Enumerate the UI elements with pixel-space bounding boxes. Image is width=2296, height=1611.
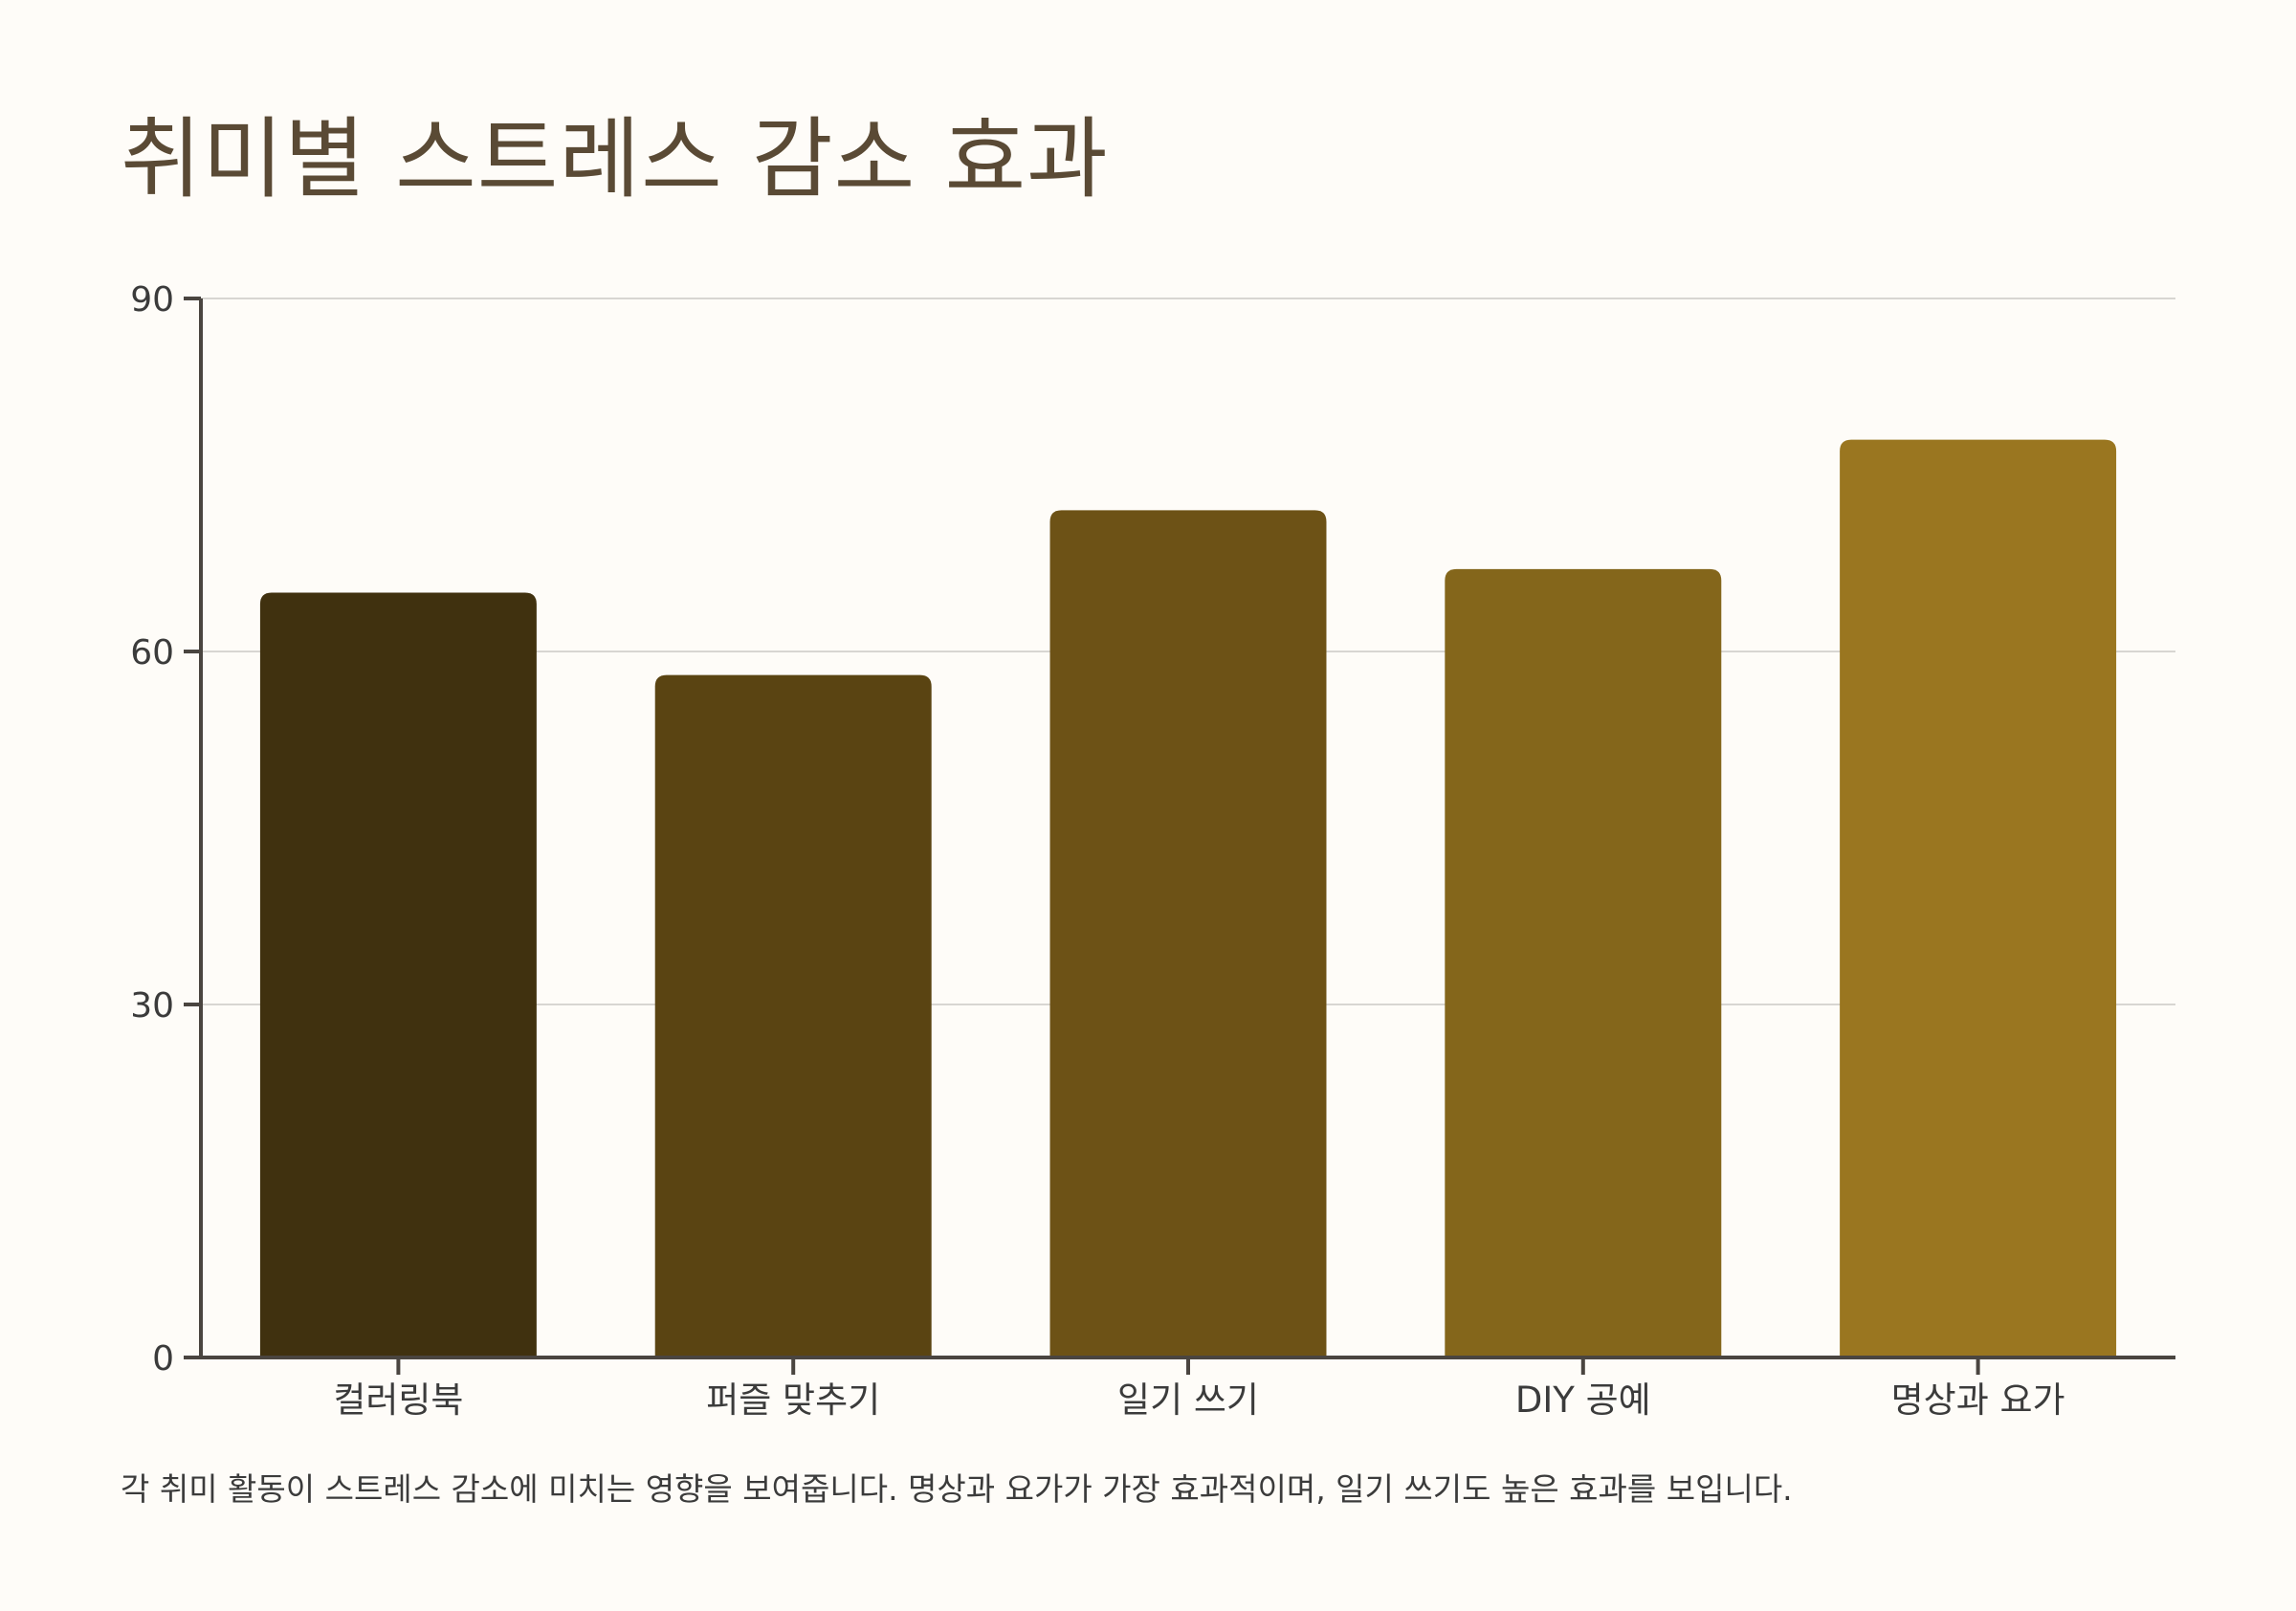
chart-title: 취미별 스트레스 감소 효과	[121, 108, 1109, 210]
bar-1[interactable]	[259, 592, 537, 1358]
labels: 0 30 60 90 컬러링북 퍼즐 맞추기 일기 쓰기 DIY 공예 명상과 요가	[130, 280, 2064, 1421]
bar-5[interactable]	[1840, 439, 2117, 1358]
x-tick-label: 명상과 요가	[1891, 1379, 2065, 1421]
x-tick-label: 컬러링북	[333, 1379, 463, 1421]
x-tick-label: 일기 쓰기	[1117, 1379, 1259, 1421]
axes	[184, 297, 2175, 1375]
bar-2[interactable]	[654, 674, 932, 1357]
x-tick-label: 퍼즐 맞추기	[706, 1379, 880, 1421]
y-tick-label: 30	[130, 986, 174, 1026]
y-tick-label: 90	[130, 280, 174, 320]
x-tick-label: DIY 공예	[1515, 1379, 1651, 1421]
bars	[259, 439, 2117, 1358]
chart-caption: 각 취미 활동이 스트레스 감소에 미치는 영향을 보여줍니다. 명상과 요가가…	[121, 1470, 1793, 1508]
bar-4[interactable]	[1445, 568, 1722, 1357]
y-tick-label: 60	[130, 633, 174, 673]
y-tick-label: 0	[152, 1339, 174, 1379]
bar-3[interactable]	[1049, 510, 1327, 1357]
